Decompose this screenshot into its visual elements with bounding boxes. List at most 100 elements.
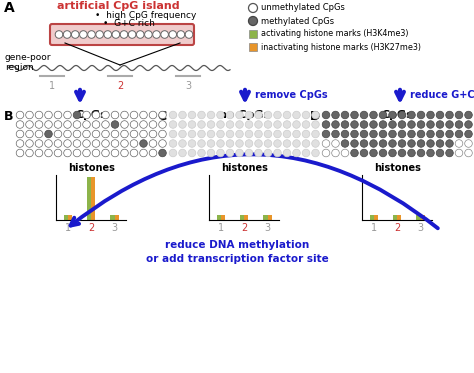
Circle shape <box>45 121 52 128</box>
Circle shape <box>273 149 281 157</box>
Circle shape <box>16 140 24 147</box>
Circle shape <box>379 140 387 147</box>
Circle shape <box>351 140 358 147</box>
Bar <box>374 215 378 220</box>
Circle shape <box>72 31 79 38</box>
Bar <box>240 215 244 220</box>
Text: 3: 3 <box>185 81 191 91</box>
Circle shape <box>436 121 444 128</box>
Circle shape <box>351 149 358 157</box>
Text: no CpGs: no CpGs <box>219 110 270 120</box>
Text: •  high CpG frequency: • high CpG frequency <box>95 11 196 20</box>
Circle shape <box>111 130 119 138</box>
Bar <box>416 215 420 220</box>
Circle shape <box>198 111 205 119</box>
Circle shape <box>73 140 81 147</box>
Circle shape <box>207 149 215 157</box>
Text: reduce G+C: reduce G+C <box>410 90 474 100</box>
Circle shape <box>408 111 415 119</box>
Circle shape <box>408 121 415 128</box>
Circle shape <box>455 130 463 138</box>
Circle shape <box>398 149 406 157</box>
Circle shape <box>217 140 224 147</box>
Text: 2: 2 <box>88 223 94 233</box>
Circle shape <box>188 111 196 119</box>
Circle shape <box>128 31 136 38</box>
Circle shape <box>104 31 111 38</box>
Circle shape <box>111 149 119 157</box>
Circle shape <box>179 121 186 128</box>
Circle shape <box>436 111 444 119</box>
Text: activating histone marks (H3K4me3): activating histone marks (H3K4me3) <box>261 29 409 38</box>
Circle shape <box>137 31 144 38</box>
Circle shape <box>302 121 310 128</box>
Circle shape <box>312 121 319 128</box>
Circle shape <box>245 149 253 157</box>
Bar <box>249 30 257 38</box>
Circle shape <box>130 121 138 128</box>
Bar <box>64 215 68 220</box>
Circle shape <box>26 111 33 119</box>
FancyBboxPatch shape <box>50 24 194 45</box>
Circle shape <box>82 149 91 157</box>
Circle shape <box>283 149 291 157</box>
Text: 1: 1 <box>218 223 224 233</box>
Circle shape <box>140 130 147 138</box>
Circle shape <box>159 140 166 147</box>
Circle shape <box>379 149 387 157</box>
Circle shape <box>188 140 196 147</box>
Circle shape <box>248 3 257 13</box>
Circle shape <box>188 149 196 157</box>
Circle shape <box>293 130 301 138</box>
Circle shape <box>159 121 166 128</box>
Circle shape <box>217 111 224 119</box>
Circle shape <box>140 140 147 147</box>
Circle shape <box>273 130 281 138</box>
Circle shape <box>248 16 257 25</box>
Circle shape <box>293 111 301 119</box>
Circle shape <box>54 111 62 119</box>
Text: CpGs: CpGs <box>75 110 107 120</box>
Text: 1: 1 <box>65 223 71 233</box>
Circle shape <box>332 130 339 138</box>
Circle shape <box>302 140 310 147</box>
Circle shape <box>120 31 128 38</box>
Bar <box>397 215 401 220</box>
Circle shape <box>35 149 43 157</box>
Circle shape <box>35 111 43 119</box>
Circle shape <box>207 111 215 119</box>
Circle shape <box>332 140 339 147</box>
Circle shape <box>379 111 387 119</box>
Circle shape <box>322 130 330 138</box>
Circle shape <box>455 121 463 128</box>
Circle shape <box>273 121 281 128</box>
Circle shape <box>283 121 291 128</box>
Circle shape <box>207 140 215 147</box>
Circle shape <box>198 130 205 138</box>
Circle shape <box>45 111 52 119</box>
Circle shape <box>82 130 91 138</box>
Circle shape <box>322 121 330 128</box>
Circle shape <box>264 140 272 147</box>
Circle shape <box>73 121 81 128</box>
Circle shape <box>427 130 434 138</box>
Circle shape <box>264 149 272 157</box>
Circle shape <box>302 149 310 157</box>
Circle shape <box>379 121 387 128</box>
Text: methylated CpGs: methylated CpGs <box>261 16 334 25</box>
Circle shape <box>198 121 205 128</box>
Circle shape <box>112 31 119 38</box>
Text: 3: 3 <box>264 223 271 233</box>
Circle shape <box>54 121 62 128</box>
Circle shape <box>360 140 368 147</box>
Circle shape <box>102 121 109 128</box>
Bar <box>221 215 225 220</box>
Circle shape <box>264 111 272 119</box>
Text: inactivating histone marks (H3K27me3): inactivating histone marks (H3K27me3) <box>261 43 421 51</box>
Circle shape <box>408 140 415 147</box>
Circle shape <box>398 140 406 147</box>
Text: A: A <box>4 1 15 15</box>
Circle shape <box>273 140 281 147</box>
Circle shape <box>140 149 147 157</box>
Circle shape <box>188 121 196 128</box>
